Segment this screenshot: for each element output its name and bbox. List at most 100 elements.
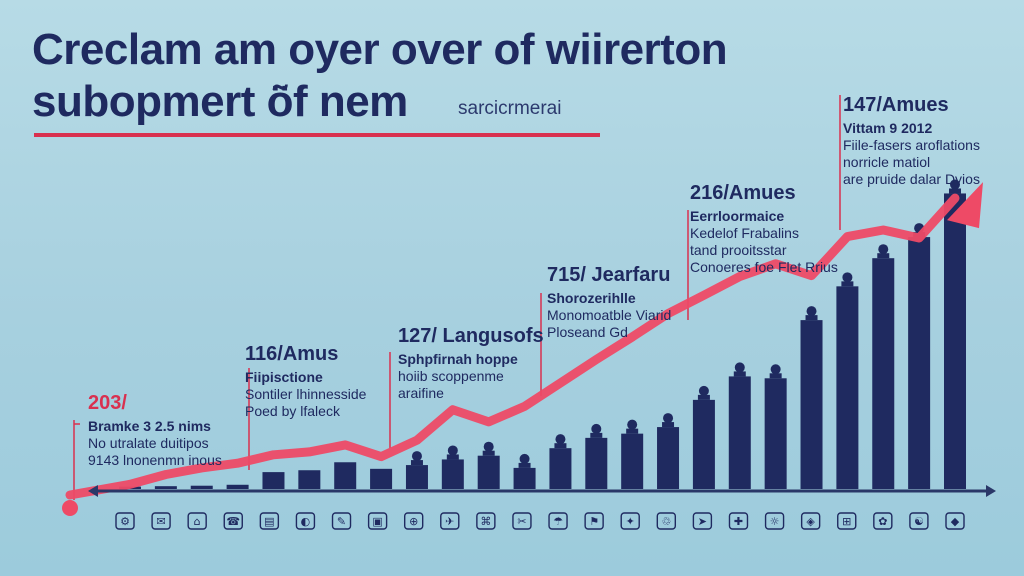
bar-series [119, 179, 966, 490]
annotation-1-line-1: Bramke 3 2.5 nims [88, 418, 211, 434]
category-icon-frame-21 [837, 512, 857, 530]
annotation-4-line-3: Ploseand Gd [547, 324, 628, 340]
bar-topper-16 [663, 413, 674, 424]
bar-topper-base-22 [877, 253, 890, 259]
bar-topper-14 [591, 423, 602, 434]
bar-15 [621, 433, 644, 489]
annotation-5-line-3: tand prooitsstar [690, 242, 787, 258]
bar-topper-base-13 [554, 443, 567, 449]
annotation-head-3: 127/ Langusofs [398, 325, 544, 347]
bar-topper-21 [842, 272, 853, 283]
bar-topper-base-15 [626, 428, 639, 434]
category-icon-15: ✦ [626, 515, 635, 528]
chart-title-line-2: subopmert ö̃f nem [32, 77, 408, 126]
trend-line [65, 193, 960, 500]
bar-topper-13 [555, 434, 566, 445]
category-icon-9: ⊕ [409, 515, 418, 528]
category-icon-frame-3 [187, 512, 207, 530]
category-icon-18: ✚ [734, 515, 743, 528]
bar-3 [190, 485, 213, 489]
category-icon-2: ✉ [156, 515, 165, 528]
annotation-3-line-2: hoiib scoppenme [398, 368, 504, 384]
x-axis [88, 485, 996, 497]
bar-topper-10 [447, 445, 458, 456]
category-icon-row: ⚙ ✉ ⌂ ☎ ▤ ◐ ✎ ▣ ⊕ ✈ ⌘ ✂ ☂ ⚑ ✦ ♲ ➤ ✚ ☼ ◈ ⊞ ✿ ☯ ◆ [115, 512, 965, 530]
category-icon-frame-10 [440, 512, 460, 530]
bar-topper-17 [698, 385, 709, 396]
bar-17 [692, 399, 715, 489]
category-icon-frame-17 [692, 512, 713, 530]
annotation-2-line-1: Fiipisctione [245, 369, 323, 385]
annotation-6-line-2: Fiile-fasers aroflations [843, 137, 980, 153]
category-icon-1: ⚙ [120, 515, 130, 528]
category-icon-frame-4 [223, 512, 243, 530]
bar-18 [728, 376, 751, 489]
annotation-leader-lines [73, 95, 841, 500]
category-icon-frame-22 [873, 512, 893, 530]
category-icon-frame-12 [512, 512, 532, 530]
category-icon-8: ▣ [372, 515, 382, 528]
category-icon-frame-20 [800, 512, 821, 530]
bar-4 [226, 484, 249, 489]
bar-topper-base-20 [805, 315, 818, 321]
annotation-2-line-3: Poed by lfaleck [245, 403, 341, 419]
annotation-2-line-2: Sontiler lhinnesside [245, 386, 367, 402]
bar-23 [908, 237, 931, 489]
annotation-5-line-2: Kedelof Frabalins [690, 225, 799, 241]
bar-5 [262, 472, 285, 489]
category-icon-frame-1 [115, 512, 135, 530]
bar-13 [549, 448, 572, 489]
category-icon-frame-23 [909, 512, 929, 530]
bar-19 [764, 378, 787, 489]
x-axis-left-arrow [88, 485, 98, 497]
bar-topper-22 [878, 244, 889, 255]
bar-10 [441, 459, 464, 489]
category-icon-21: ⊞ [842, 515, 851, 528]
annotation-4-line-2: Monomoatble Viarid [547, 307, 671, 323]
category-icon-14: ⚑ [589, 515, 599, 528]
category-icon-frame-5 [259, 512, 280, 530]
category-icon-frame-15 [620, 512, 640, 530]
annotation-5-line-4: Conoeres foe Flet Rrius [690, 259, 838, 275]
category-icon-10: ✈ [445, 515, 454, 528]
category-icon-4: ☎ [226, 515, 240, 528]
trend-origin-dot [62, 500, 78, 516]
category-icon-frame-13 [548, 512, 568, 530]
bar-2 [154, 486, 177, 489]
category-icon-frame-2 [151, 512, 171, 530]
category-icon-17: ➤ [698, 515, 707, 528]
category-icon-3: ⌂ [194, 515, 201, 528]
bar-topper-20 [806, 306, 817, 317]
annotation-3-line-3: araifine [398, 385, 444, 401]
bar-topper-15 [627, 419, 638, 430]
bar-topper-base-12 [518, 462, 531, 468]
category-icon-7: ✎ [337, 515, 346, 528]
bar-9 [405, 465, 428, 489]
bar-topper-base-17 [697, 394, 710, 400]
bar-7 [334, 462, 357, 489]
trend-arrowhead [947, 182, 983, 229]
annotation-6-line-4: are pruide dalar Dyios [843, 171, 980, 187]
annotation-head-6: 147/Amues [843, 94, 949, 116]
annotation-head-4: 715/ Jearfaru [547, 264, 670, 286]
bar-20 [800, 320, 823, 489]
bar-8 [370, 468, 393, 489]
bar-24 [944, 193, 966, 490]
category-icon-19: ☼ [770, 515, 780, 528]
bar-topper-12 [519, 453, 530, 464]
category-icon-16: ♲ [661, 515, 671, 528]
category-icon-20: ◈ [806, 515, 815, 528]
category-icon-6: ◐ [301, 515, 311, 528]
bar-16 [657, 427, 680, 489]
category-icon-frame-11 [476, 512, 496, 530]
annotation-6-line-3: norricle matiol [843, 154, 930, 170]
bar-topper-base-11 [482, 450, 495, 456]
category-icon-frame-7 [331, 512, 352, 530]
category-icon-frame-16 [656, 512, 677, 530]
category-icon-frame-18 [728, 512, 749, 530]
category-icon-22: ✿ [878, 515, 887, 528]
x-axis-right-arrow [986, 485, 996, 497]
category-icon-5: ▤ [264, 515, 274, 528]
category-icon-23: ☯ [914, 515, 924, 528]
